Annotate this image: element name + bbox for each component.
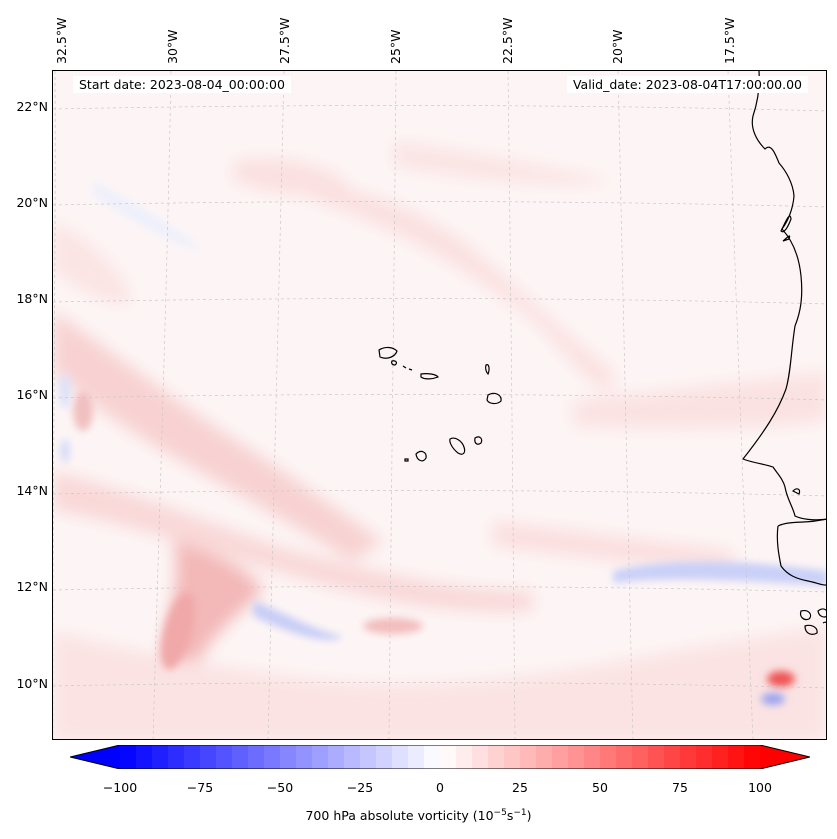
colorbar-segment: [360, 745, 377, 769]
colorbar-segment: [232, 745, 249, 769]
colorbar-segment: [344, 745, 361, 769]
latitude-label: 22°N: [16, 99, 48, 114]
colorbar-segment: [392, 745, 409, 769]
colorbar-segment: [120, 745, 137, 769]
colorbar: [70, 745, 810, 769]
colorbar-tick-label: −50: [266, 780, 294, 795]
colorbar-segment: [264, 745, 281, 769]
west-africa-coastline: [742, 71, 826, 635]
graticule: [53, 71, 826, 739]
colorbar-segment: [552, 745, 569, 769]
colorbar-segment: [568, 745, 585, 769]
longitude-label: 25°W: [388, 29, 403, 64]
colorbar-segment: [472, 745, 489, 769]
longitude-label: 17.5°W: [722, 17, 737, 64]
colorbar-tick-label: 75: [672, 780, 688, 795]
colorbar-segment: [696, 745, 713, 769]
colorbar-segment: [296, 745, 313, 769]
colorbar-segment: [168, 745, 185, 769]
colorbar-segment: [488, 745, 505, 769]
colorbar-segment: [152, 745, 169, 769]
longitude-label: 30°W: [165, 29, 180, 64]
latitude-label: 16°N: [16, 387, 48, 402]
colorbar-segment: [504, 745, 521, 769]
colorbar-segment: [664, 745, 681, 769]
colorbar-tick-label: 100: [748, 780, 772, 795]
colorbar-segment: [408, 745, 425, 769]
colorbar-segment: [584, 745, 601, 769]
colorbar-segment: [520, 745, 537, 769]
colorbar-segment: [440, 745, 457, 769]
colorbar-tick-label: −25: [346, 780, 374, 795]
colorbar-tick-label: 0: [436, 780, 444, 795]
longitude-label: 32.5°W: [54, 17, 69, 64]
colorbar-segment: [680, 745, 697, 769]
latitude-label: 14°N: [16, 483, 48, 498]
vorticity-field-positive: [53, 141, 826, 739]
colorbar-segment: [632, 745, 649, 769]
cape-verde-islands: [378, 346, 502, 462]
colorbar-tick-label: −100: [102, 780, 138, 795]
colorbar-segment: [328, 745, 345, 769]
latitude-label: 20°N: [16, 195, 48, 210]
colorbar-segment: [136, 745, 153, 769]
colorbar-tick-label: 50: [592, 780, 608, 795]
vorticity-field-strong: [73, 391, 795, 687]
colorbar-segment: [648, 745, 665, 769]
start-date-label: Start date: 2023-08-04_00:00:00: [73, 76, 291, 93]
colorbar-segment: [600, 745, 617, 769]
colorbar-segment: [376, 745, 393, 769]
colorbar-segment: [200, 745, 217, 769]
colorbar-segment: [728, 745, 745, 769]
colorbar-segment: [456, 745, 473, 769]
latitude-label: 12°N: [16, 579, 48, 594]
vorticity-map[interactable]: [52, 70, 827, 740]
colorbar-segment: [216, 745, 233, 769]
valid-date-label: Valid_date: 2023-08-04T17:00:00.00: [566, 76, 808, 93]
colorbar-tick-label: 25: [512, 780, 528, 795]
colorbar-segment: [616, 745, 633, 769]
latitude-label: 18°N: [16, 291, 48, 306]
colorbar-segment: [744, 745, 761, 769]
colorbar-tick-label: −75: [186, 780, 214, 795]
colorbar-extend-max: [760, 745, 810, 769]
longitude-label: 22.5°W: [500, 17, 515, 64]
colorbar-segment: [712, 745, 729, 769]
colorbar-label: 700 hPa absolute vorticity (10−5s−1): [305, 808, 532, 824]
colorbar-segment: [280, 745, 297, 769]
longitude-label: 20°W: [610, 29, 625, 64]
colorbar-segment: [424, 745, 441, 769]
longitude-label: 27.5°W: [277, 17, 292, 64]
vorticity-field-negative: [59, 181, 826, 705]
colorbar-segment: [312, 745, 329, 769]
colorbar-segment: [536, 745, 553, 769]
colorbar-segment: [184, 745, 201, 769]
colorbar-segment: [248, 745, 265, 769]
latitude-label: 10°N: [16, 676, 48, 691]
colorbar-extend-min: [70, 745, 120, 769]
